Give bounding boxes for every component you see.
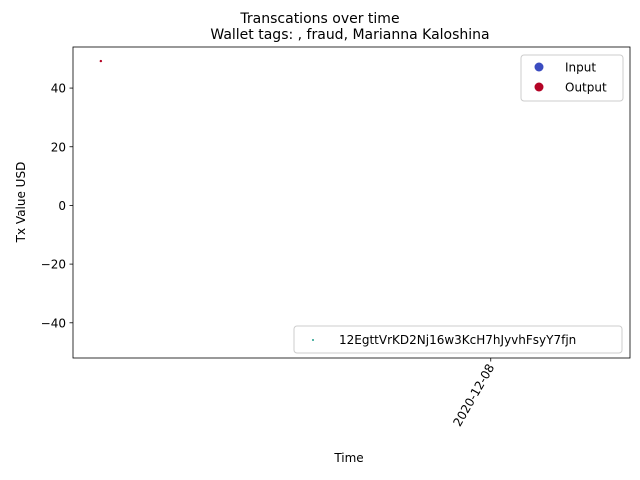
x-axis-label: Time — [333, 451, 363, 465]
plot-area — [72, 46, 631, 359]
chart-title: Wallet tags: , fraud, Marianna Kaloshina — [210, 27, 489, 43]
y-tick-label: 20 — [51, 140, 66, 154]
y-tick-label: −20 — [41, 258, 66, 272]
direction-legend: Input Output — [520, 54, 624, 102]
y-tick-label: 40 — [51, 82, 66, 96]
legend-marker-output — [534, 82, 544, 92]
series-legend: 12EgttVrKD2Nj16w3KcH7hJyvhFsyY7fjn — [293, 325, 623, 354]
legend-marker-input — [534, 62, 544, 72]
legend-label-series: 12EgttVrKD2Nj16w3KcH7hJyvhFsyY7fjn — [339, 333, 576, 347]
y-axis: −40 −20 0 20 40 — [41, 82, 73, 330]
legend-label-input: Input — [565, 61, 596, 75]
x-axis: 2020-12-08 — [450, 358, 497, 429]
legend-marker-series — [312, 339, 314, 341]
series-legend-frame — [293, 325, 623, 354]
chart-suptitle: Transcations over time — [239, 11, 399, 27]
x-tick-label: 2020-12-08 — [450, 362, 497, 429]
data-points — [99, 59, 103, 63]
plot-frame — [72, 46, 631, 359]
y-axis-label: Tx Value USD — [14, 162, 28, 244]
y-tick-label: −40 — [41, 316, 66, 330]
direction-legend-frame — [520, 54, 624, 102]
y-tick-label: 0 — [58, 199, 66, 213]
data-point — [99, 59, 103, 63]
legend-label-output: Output — [565, 81, 607, 95]
